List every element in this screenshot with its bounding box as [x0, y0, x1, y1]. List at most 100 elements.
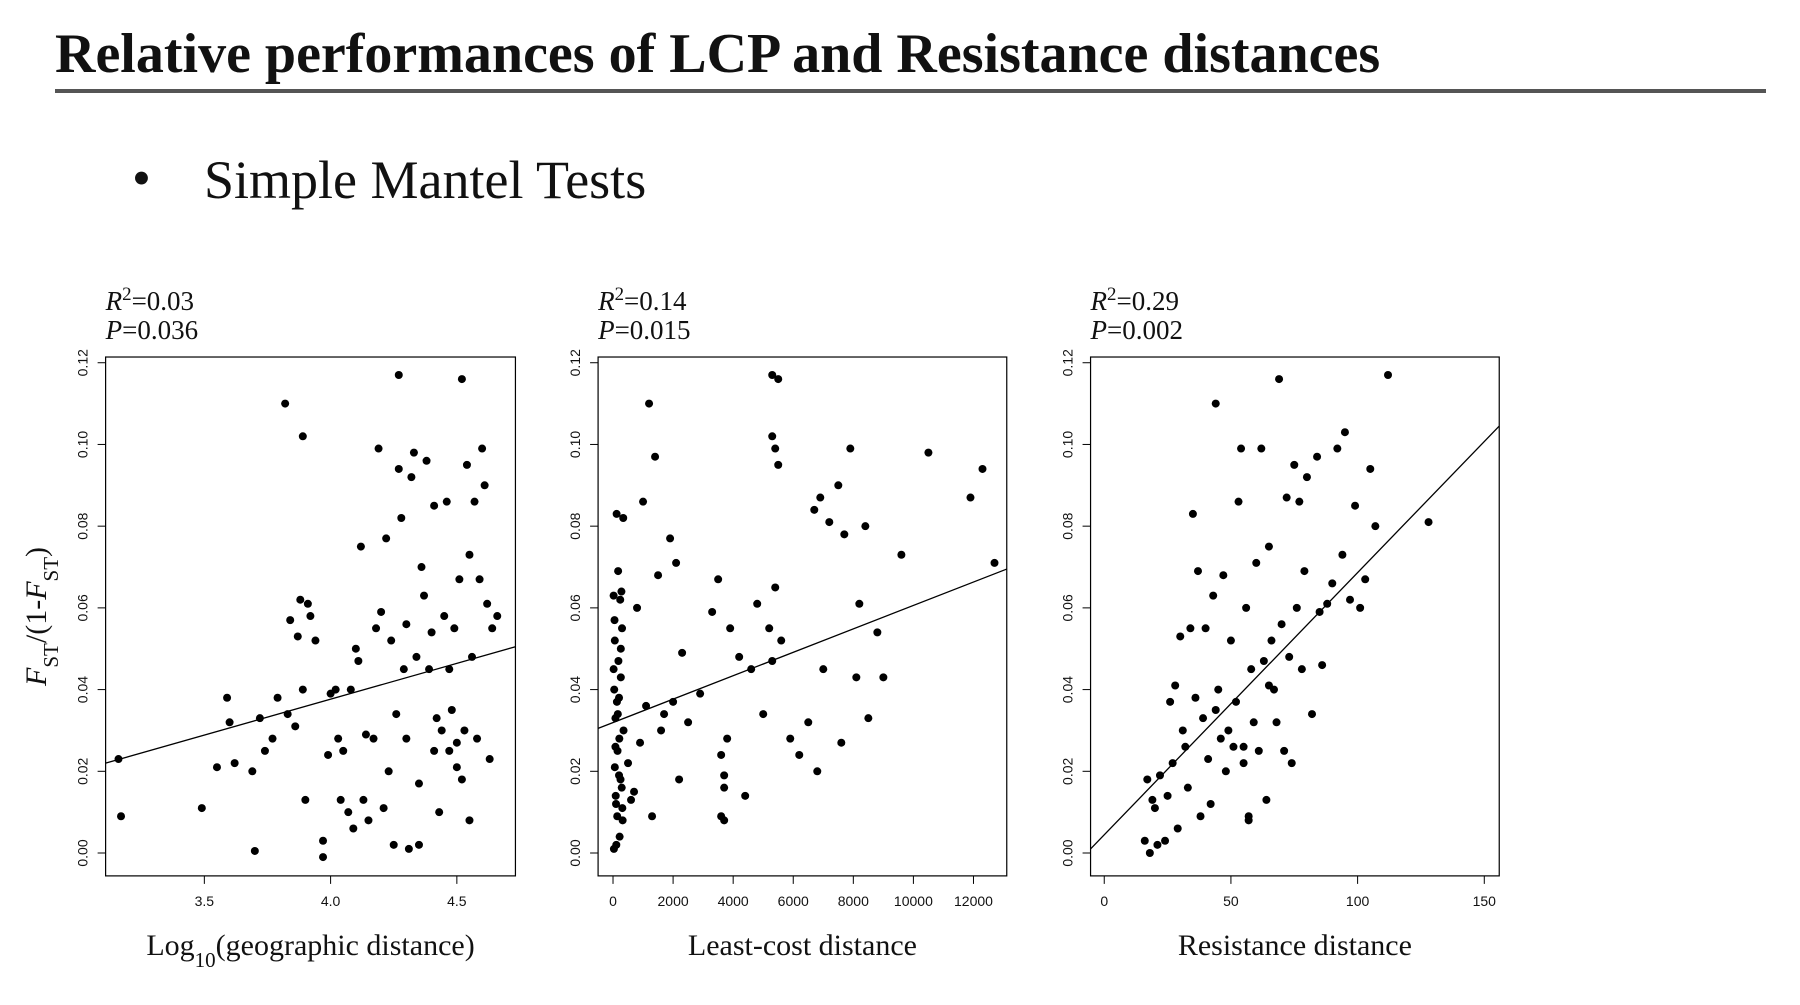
x-tick-label: 150: [1473, 893, 1497, 909]
point: [382, 534, 391, 543]
point: [1239, 742, 1248, 751]
point: [230, 759, 239, 768]
point: [684, 718, 693, 727]
point: [1221, 767, 1230, 776]
point: [480, 481, 489, 490]
point: [1214, 685, 1223, 694]
point: [723, 734, 732, 743]
point: [612, 697, 621, 706]
annotation: P=0.002: [1090, 315, 1183, 345]
point: [1290, 460, 1299, 469]
point: [344, 808, 353, 817]
point: [1181, 742, 1190, 751]
point: [1234, 497, 1243, 506]
point: [334, 734, 343, 743]
plot-frame: [1089, 356, 1500, 877]
point: [924, 448, 933, 457]
point: [1211, 399, 1220, 408]
point: [442, 497, 451, 506]
point: [369, 734, 378, 743]
x-axis-label: Log10(geographic distance): [146, 929, 474, 972]
point: [364, 816, 373, 825]
point: [1318, 661, 1327, 670]
point: [613, 812, 622, 821]
point: [298, 685, 307, 694]
text-run: Log: [146, 929, 194, 962]
point: [879, 673, 888, 682]
x-tick-label: 3.5: [195, 893, 215, 909]
y-tick-label: 0.04: [1060, 676, 1076, 703]
point: [611, 742, 620, 751]
point: [1143, 775, 1152, 784]
trend-line: [597, 568, 1007, 730]
slide-title: Relative performances of LCP and Resista…: [55, 23, 1380, 85]
point: [225, 718, 234, 727]
point: [615, 734, 624, 743]
point: [696, 689, 705, 698]
point: [447, 706, 456, 715]
point: [1199, 714, 1208, 723]
point: [1328, 579, 1337, 588]
point: [627, 795, 636, 804]
point: [616, 595, 625, 604]
point: [1257, 444, 1266, 453]
text-run: 2: [1107, 284, 1116, 305]
point: [613, 710, 622, 719]
y-tick-label: 0.12: [75, 349, 91, 376]
point: [1287, 759, 1296, 768]
point: [1166, 697, 1175, 706]
y-tick-label: 0.12: [567, 349, 583, 376]
point: [414, 840, 423, 849]
point: [616, 644, 625, 653]
point: [609, 591, 618, 600]
point: [460, 726, 469, 735]
point: [614, 656, 623, 665]
point: [412, 652, 421, 661]
point: [1259, 656, 1268, 665]
point: [1204, 755, 1213, 764]
point: [293, 632, 302, 641]
point: [654, 571, 663, 580]
point: [493, 612, 502, 621]
point: [645, 399, 654, 408]
point: [1191, 693, 1200, 702]
point: [1206, 799, 1215, 808]
point: [619, 726, 628, 735]
point: [1384, 370, 1393, 379]
annotation: R2=0.14: [597, 284, 687, 317]
point: [1338, 550, 1347, 559]
point: [319, 853, 328, 862]
point: [399, 665, 408, 674]
point: [1224, 726, 1233, 735]
plot-frame: [597, 356, 1008, 877]
point: [359, 795, 368, 804]
point: [1242, 603, 1251, 612]
point: [1262, 795, 1271, 804]
point: [816, 493, 825, 502]
x-tick-label: 8000: [838, 893, 869, 909]
text-run: Least-cost distance: [688, 929, 917, 962]
y-tick-label: 0.10: [75, 431, 91, 458]
point: [615, 771, 624, 780]
point: [402, 620, 411, 629]
point: [852, 673, 861, 682]
text-run: ST: [39, 557, 63, 582]
point: [741, 791, 750, 800]
point: [1424, 518, 1433, 527]
text-run: =0.14: [624, 286, 687, 316]
point: [445, 665, 454, 674]
point: [642, 701, 651, 710]
point: [819, 665, 828, 674]
point: [768, 370, 777, 379]
point: [612, 509, 621, 518]
point: [450, 624, 459, 633]
text-run: 2: [615, 284, 624, 305]
point: [427, 628, 436, 637]
text-run: R: [1090, 286, 1108, 316]
x-tick-label: 100: [1346, 893, 1370, 909]
point: [1267, 636, 1276, 645]
point: [617, 783, 626, 792]
point: [339, 746, 348, 755]
point: [372, 624, 381, 633]
point: [356, 542, 365, 551]
